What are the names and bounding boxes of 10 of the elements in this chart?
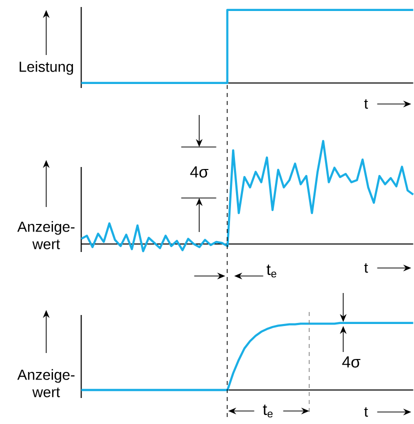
x-axis-title: t xyxy=(364,263,368,273)
annotation: 4σ xyxy=(190,166,208,178)
x-axis-title: t xyxy=(364,99,368,109)
y-axis-title: Anzeige-wert xyxy=(17,369,74,398)
y-axis-title: Anzeige-wert xyxy=(17,221,74,250)
x-axis-title: t xyxy=(364,407,368,417)
text: t$_{e}$ xyxy=(262,404,272,418)
annotation: 4σ xyxy=(342,356,360,368)
y-axis-title: Leistung xyxy=(20,61,73,75)
text: t$_{e}$ xyxy=(266,264,276,278)
